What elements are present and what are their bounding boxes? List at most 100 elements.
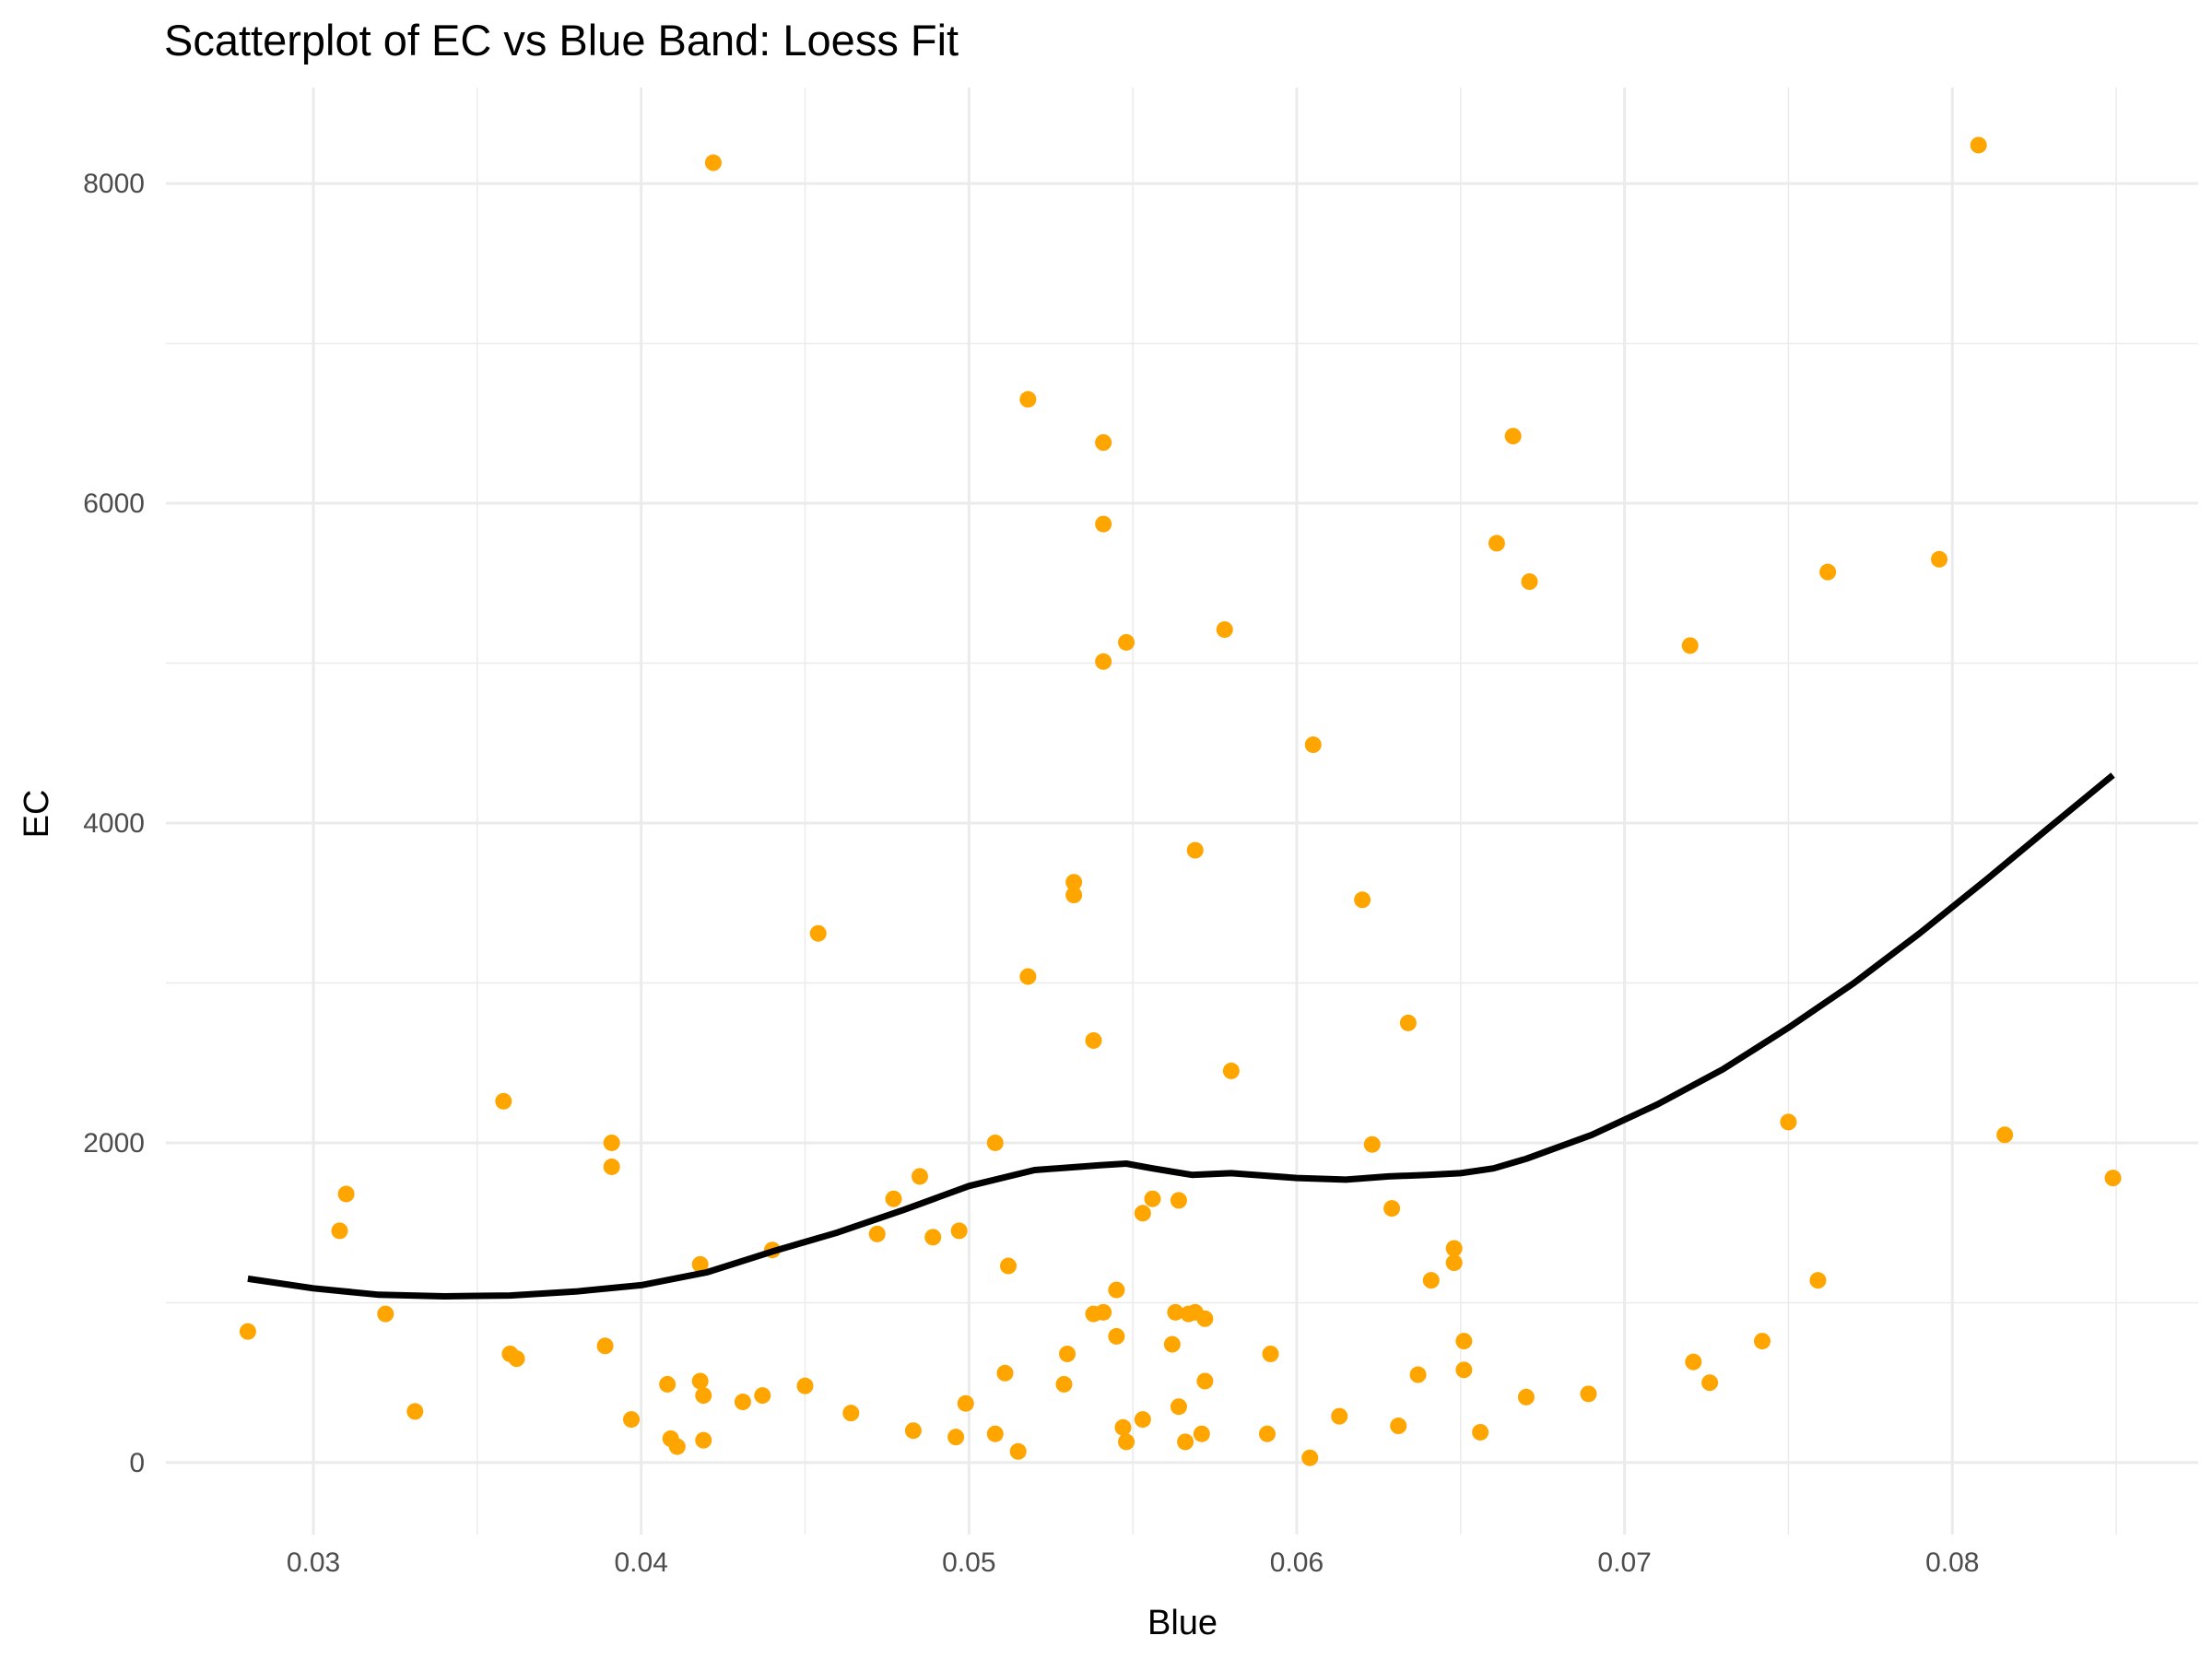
data-point	[691, 1372, 709, 1390]
data-point	[885, 1190, 902, 1207]
data-point	[337, 1185, 355, 1203]
data-point	[1085, 1031, 1102, 1049]
data-point	[1258, 1425, 1276, 1442]
data-point	[695, 1387, 712, 1405]
data-point	[1780, 1113, 1797, 1131]
data-point	[1163, 1335, 1181, 1353]
data-point	[695, 1431, 712, 1449]
chart-title: Scatterplot of EC vs Blue Band: Loess Fi…	[164, 16, 959, 65]
data-point	[1331, 1407, 1348, 1425]
data-point	[734, 1394, 751, 1411]
x-tick-labels: 0.03 0.04 0.05 0.06 0.07 0.08	[287, 1547, 1980, 1578]
data-point	[1996, 1126, 2014, 1144]
data-point	[947, 1429, 965, 1446]
data-point	[1065, 874, 1083, 891]
major-gridlines	[166, 88, 2198, 1535]
data-point	[1580, 1385, 1597, 1403]
data-point	[603, 1134, 620, 1151]
data-point	[603, 1158, 620, 1175]
data-point	[1186, 841, 1204, 859]
data-point	[1170, 1398, 1187, 1416]
data-point	[1134, 1205, 1151, 1222]
data-point	[911, 1168, 928, 1185]
data-point	[904, 1422, 922, 1440]
data-point	[1455, 1333, 1473, 1350]
data-point	[1504, 428, 1522, 445]
data-point	[1114, 1418, 1132, 1436]
data-point	[1019, 391, 1037, 408]
y-tick-label: 2000	[83, 1128, 145, 1159]
data-point	[754, 1387, 771, 1405]
y-tick-labels: 0 2000 4000 6000 8000	[83, 169, 145, 1478]
data-point	[596, 1337, 614, 1355]
data-point	[1144, 1190, 1161, 1207]
x-tick-label: 0.03	[287, 1547, 340, 1578]
x-tick-label: 0.05	[942, 1547, 995, 1578]
x-axis-title: Blue	[1147, 1604, 1218, 1642]
data-point	[842, 1405, 860, 1422]
x-tick-label: 0.08	[1925, 1547, 1979, 1578]
data-point	[1108, 1281, 1125, 1299]
scatter-points	[239, 136, 2122, 1466]
y-axis-title: EC	[18, 790, 56, 839]
data-point	[868, 1225, 886, 1242]
data-point	[239, 1323, 256, 1340]
data-point	[1390, 1418, 1407, 1435]
data-point	[1222, 1062, 1240, 1079]
data-point	[691, 1255, 709, 1273]
data-point	[1170, 1192, 1187, 1209]
data-point	[1177, 1433, 1194, 1451]
data-point	[957, 1394, 974, 1412]
data-point	[1753, 1333, 1771, 1350]
data-point	[2104, 1170, 2122, 1187]
y-tick-label: 8000	[83, 169, 145, 199]
data-point	[1065, 887, 1083, 904]
data-point	[659, 1375, 677, 1393]
data-point	[1354, 891, 1371, 909]
data-point	[1422, 1272, 1440, 1289]
data-point	[1262, 1345, 1279, 1362]
data-point	[1819, 563, 1837, 581]
data-point	[1681, 637, 1699, 654]
y-tick-label: 4000	[83, 808, 145, 839]
y-tick-label: 6000	[83, 488, 145, 519]
data-point	[1304, 736, 1322, 754]
minor-gridlines	[166, 88, 2198, 1535]
data-point	[1095, 515, 1112, 533]
data-point	[1363, 1135, 1381, 1153]
data-point	[1216, 621, 1233, 639]
data-point	[1167, 1303, 1184, 1321]
data-point	[1019, 968, 1037, 985]
data-point	[1521, 573, 1538, 591]
data-point	[406, 1403, 424, 1420]
data-point	[1193, 1425, 1210, 1442]
data-point	[1409, 1366, 1427, 1383]
data-point	[1301, 1449, 1319, 1466]
data-point	[1383, 1200, 1401, 1218]
data-point	[1488, 535, 1505, 552]
data-point	[1118, 633, 1135, 651]
data-point	[986, 1134, 1004, 1151]
data-point	[508, 1350, 525, 1368]
data-point	[1701, 1374, 1719, 1392]
y-tick-label: 0	[129, 1448, 145, 1478]
x-tick-label: 0.06	[1270, 1547, 1324, 1578]
data-point	[1095, 1303, 1112, 1321]
data-point	[704, 154, 722, 171]
data-point	[331, 1222, 348, 1240]
data-point	[623, 1411, 641, 1429]
data-point	[1196, 1372, 1214, 1390]
data-point	[1196, 1310, 1214, 1327]
data-point	[1399, 1014, 1417, 1031]
data-point	[1095, 434, 1112, 452]
data-point	[950, 1222, 968, 1240]
data-point	[1472, 1423, 1489, 1441]
data-point	[924, 1229, 942, 1246]
data-point	[1134, 1411, 1151, 1429]
data-point	[1809, 1272, 1827, 1289]
data-point	[809, 924, 827, 942]
data-point	[668, 1438, 686, 1455]
data-point	[377, 1305, 394, 1323]
data-point	[1108, 1327, 1125, 1345]
